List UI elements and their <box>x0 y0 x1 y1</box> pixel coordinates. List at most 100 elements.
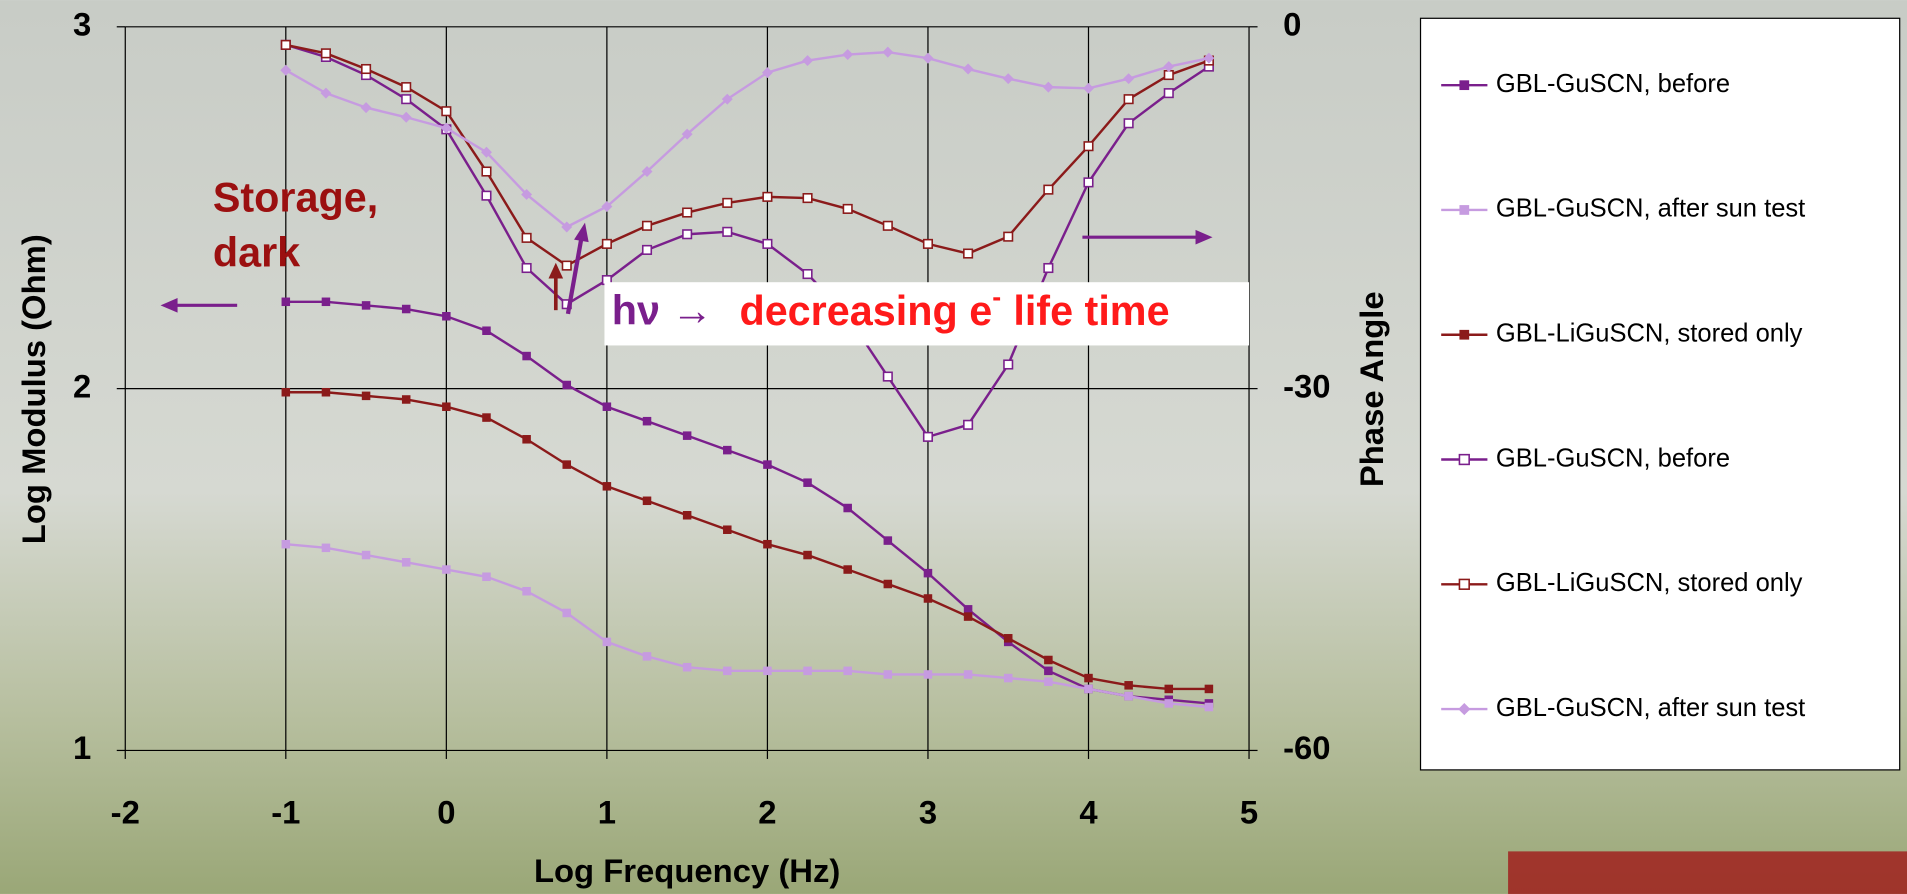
y-tick-label: 2 <box>73 367 91 404</box>
marker <box>642 496 652 506</box>
marker <box>843 503 852 513</box>
marker <box>1003 231 1014 242</box>
x-tick-label: 4 <box>1079 794 1098 831</box>
marker <box>1204 702 1214 712</box>
marker <box>1003 673 1013 683</box>
marker <box>681 128 693 140</box>
marker <box>321 387 331 397</box>
marker <box>481 146 492 158</box>
legend-marker <box>1459 205 1470 215</box>
marker <box>281 387 291 397</box>
arrow-head <box>574 222 589 243</box>
marker <box>522 351 531 361</box>
marker <box>922 52 934 64</box>
legend-marker <box>1458 703 1471 716</box>
marker <box>602 637 612 647</box>
legend-box <box>1419 17 1901 771</box>
marker <box>1123 118 1134 129</box>
marker <box>803 550 812 560</box>
y-tick-label: 1 <box>73 729 91 766</box>
legend-marker <box>1459 329 1470 340</box>
marker <box>481 166 492 177</box>
marker <box>762 191 773 202</box>
marker <box>521 188 533 200</box>
marker <box>1203 52 1215 64</box>
marker <box>641 166 653 178</box>
arrows <box>160 222 1213 315</box>
marker <box>320 48 331 59</box>
marker <box>923 568 933 578</box>
legend-label: GBL-GuSCN, before <box>1496 70 1730 98</box>
marker <box>321 297 331 307</box>
marker <box>1003 359 1014 370</box>
marker <box>281 539 291 549</box>
marker <box>602 402 612 411</box>
y-tick-label: 3 <box>73 5 91 42</box>
legend-label: GBL-GuSCN, before <box>1496 444 1730 472</box>
legend-label: GBL-GuSCN, after sun test <box>1496 195 1805 223</box>
marker <box>482 326 491 335</box>
annotation: decreasing e-life time <box>739 282 1169 333</box>
marker <box>882 371 893 382</box>
marker <box>521 262 532 274</box>
marker <box>682 662 692 672</box>
marker <box>1003 634 1013 643</box>
marker <box>321 543 331 553</box>
marker <box>401 395 411 404</box>
marker <box>1124 691 1133 701</box>
x-tick-label: -2 <box>111 794 140 831</box>
marker <box>1043 262 1054 274</box>
y2-tick-label: 0 <box>1283 5 1301 42</box>
marker <box>722 197 733 208</box>
marker <box>1044 655 1053 665</box>
marker <box>882 220 893 231</box>
marker <box>803 666 812 676</box>
x-axis-title: Log Frequency (Hz) <box>534 852 840 889</box>
marker <box>1163 61 1175 73</box>
marker <box>442 402 451 411</box>
marker <box>401 82 412 93</box>
marker <box>361 301 371 310</box>
x-tick-label: 0 <box>437 794 455 831</box>
marker <box>561 221 573 233</box>
annotation-box <box>604 282 1250 346</box>
marker <box>641 220 653 231</box>
marker <box>442 565 451 574</box>
marker <box>963 419 974 430</box>
marker <box>803 478 812 487</box>
marker <box>401 558 411 567</box>
arrow <box>565 238 584 315</box>
series-line <box>285 542 1210 709</box>
marker <box>1042 81 1054 93</box>
marker <box>883 536 893 545</box>
y2-tick-label: -30 <box>1283 367 1330 404</box>
legend-marker <box>1458 578 1470 590</box>
marker <box>923 670 933 679</box>
marker <box>482 572 491 582</box>
marker <box>882 46 894 58</box>
marker <box>723 666 732 676</box>
marker <box>562 380 572 390</box>
marker <box>723 445 732 455</box>
marker <box>1044 666 1053 676</box>
x-tick-label: 5 <box>1240 794 1258 831</box>
marker <box>642 652 652 661</box>
marker <box>601 238 612 249</box>
marker <box>320 87 332 99</box>
marker <box>401 94 412 105</box>
annotation: dark <box>213 229 301 275</box>
marker <box>922 431 934 442</box>
marker <box>481 190 492 201</box>
marker <box>963 605 973 614</box>
marker <box>601 201 613 212</box>
marker <box>361 391 371 401</box>
marker <box>562 460 572 469</box>
marker <box>400 111 412 123</box>
marker <box>562 608 572 618</box>
marker <box>1164 684 1174 694</box>
marker <box>441 106 452 117</box>
marker <box>682 511 692 520</box>
marker <box>963 248 974 259</box>
marker <box>762 238 773 249</box>
y-axis-title: Log Modulus (Ohm) <box>15 234 52 544</box>
